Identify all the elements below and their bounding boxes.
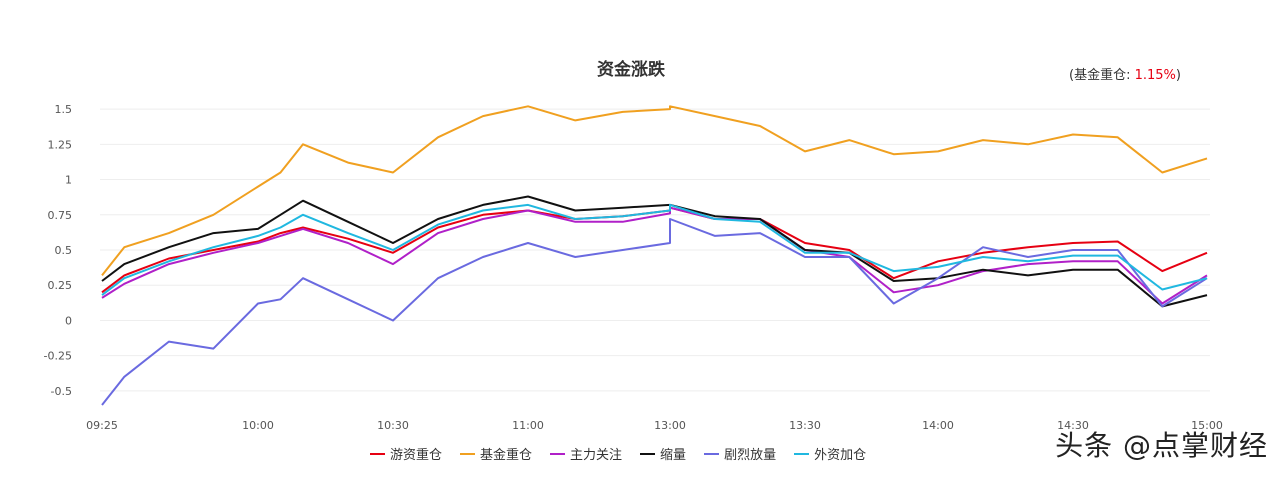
grid-lines (100, 108, 1210, 392)
chart-title: 资金涨跌 (597, 60, 665, 80)
legend-label: 基金重仓 (480, 448, 533, 463)
legend-item[interactable]: 基金重仓 (460, 444, 532, 463)
legend-item[interactable]: 主力关注 (550, 444, 622, 463)
fund-annotation: (基金重仓: 1.15%) (1069, 68, 1181, 83)
watermark-text: 头条 @点掌财经 (1055, 429, 1268, 462)
x-tick-label: 14:00 (922, 419, 954, 432)
legend: 游资重仓 基金重仓 主力关注 缩量 剧烈放量 外资加仓 (370, 444, 866, 463)
x-tick-label: 10:30 (377, 419, 409, 432)
y-tick-label: -0.25 (44, 350, 72, 363)
legend-label: 外资加仓 (814, 448, 867, 463)
annotation-value: 1.15% (1134, 68, 1176, 83)
y-axis: 1.5 1.25 1 0.75 0.5 0.25 0 -0.25 -0.5 (44, 103, 72, 398)
y-tick-label: 0.5 (55, 244, 73, 257)
x-axis: 09:25 10:00 10:30 11:00 13:00 13:30 14:00 14:30… (86, 419, 1223, 432)
x-tick-label: 09:25 (86, 419, 118, 432)
legend-swatch (370, 452, 385, 455)
legend-swatch (460, 452, 476, 455)
legend-label: 剧烈放量 (724, 448, 777, 463)
series-line-外资加仓 (101, 203, 1208, 296)
y-tick-label: 0 (65, 314, 72, 327)
series-line-主力关注 (101, 206, 1208, 305)
series-line-剧烈放量 (101, 218, 1208, 406)
legend-item[interactable]: 外资加仓 (794, 444, 866, 463)
y-tick-label: -0.5 (51, 385, 72, 398)
y-tick-label: 1.25 (48, 138, 73, 151)
x-tick-label: 13:00 (654, 419, 686, 432)
legend-item[interactable]: 游资重仓 (370, 444, 442, 463)
legend-swatch (640, 452, 656, 455)
x-tick-label: 14:30 (1057, 419, 1089, 432)
y-tick-label: 1.5 (55, 103, 73, 116)
y-tick-label: 0.25 (48, 279, 73, 292)
x-tick-label: 10:00 (242, 419, 274, 432)
series-group (101, 105, 1208, 406)
legend-label: 游资重仓 (390, 448, 443, 463)
legend-item[interactable]: 剧烈放量 (704, 444, 776, 463)
annotation-label: 基金重仓: (1074, 68, 1131, 83)
x-tick-label: 11:00 (512, 419, 544, 432)
y-tick-label: 0.75 (48, 209, 73, 222)
x-tick-label: 13:30 (789, 419, 821, 432)
y-tick-label: 1 (65, 174, 72, 187)
series-line-缩量 (101, 195, 1208, 308)
legend-label: 缩量 (660, 448, 687, 463)
legend-label: 主力关注 (570, 448, 623, 463)
x-tick-label: 15:00 (1191, 419, 1223, 432)
legend-swatch (550, 452, 566, 455)
legend-item[interactable]: 缩量 (640, 444, 686, 463)
series-line-基金重仓 (101, 105, 1208, 277)
legend-swatch (704, 452, 720, 455)
legend-swatch (794, 452, 810, 455)
